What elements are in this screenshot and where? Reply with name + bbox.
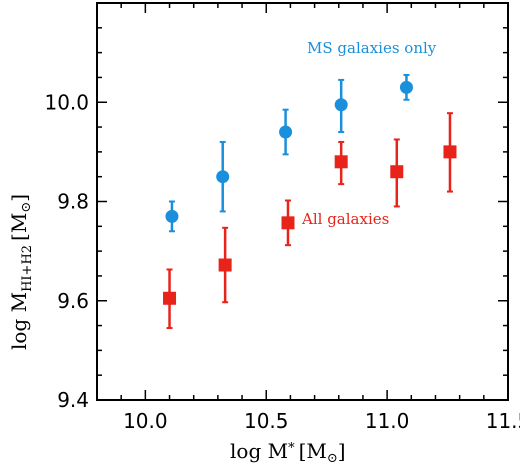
data-point (216, 170, 230, 184)
data-point (281, 216, 295, 230)
data-marks (163, 73, 457, 330)
series-all-galaxies (163, 112, 457, 330)
x-tick-label: 11.0 (365, 409, 410, 433)
data-point (390, 165, 404, 179)
y-axis-label: log MHI+H2[M⊙] (7, 194, 35, 350)
y-tick-label: 9.6 (57, 289, 89, 313)
data-point (218, 258, 232, 272)
series-label-ms: MS galaxies only (307, 39, 437, 57)
plot-frame (96, 2, 509, 401)
y-tick-label: 9.8 (57, 190, 89, 214)
y-tick-label: 10.0 (44, 90, 89, 114)
x-tick-label: 10.0 (123, 409, 168, 433)
data-point (165, 209, 179, 223)
data-point (443, 145, 457, 159)
series-ms-galaxies (165, 73, 413, 233)
data-point (399, 80, 413, 94)
x-tick-label: 11.5 (486, 409, 520, 433)
data-point (334, 98, 348, 112)
data-point (163, 291, 177, 305)
axis-ticks: 10.0 10.5 11.0 11.5 9.4 9.6 9.8 10.0 (44, 2, 520, 433)
data-point (279, 125, 293, 139)
data-point (334, 155, 348, 169)
y-tick-label: 9.4 (57, 388, 89, 412)
series-label-all: All galaxies (301, 210, 389, 228)
x-tick-label: 10.5 (244, 409, 289, 433)
x-axis-label: log M* [M⊙] (230, 439, 346, 466)
